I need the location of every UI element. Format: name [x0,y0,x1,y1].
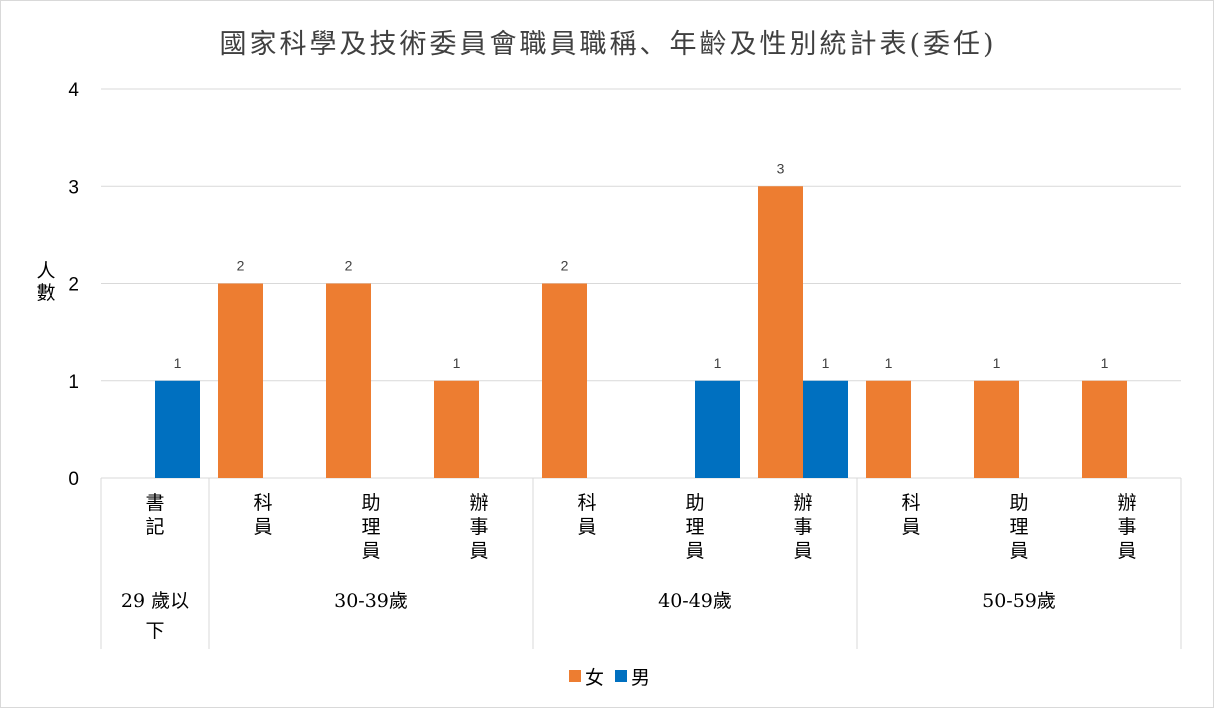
legend-swatch [615,670,627,682]
category-label: 助理員 [361,492,380,562]
category-label: 科員 [577,492,596,538]
category-label: 助理員 [685,492,704,562]
category-label: 科員 [253,492,272,538]
data-label: 1 [885,355,893,371]
data-label: 2 [345,258,353,274]
category-label: 助理員 [1009,492,1028,562]
category-label: 辦事員 [793,492,812,562]
group-label: 29 歲以下 [121,590,189,642]
data-label: 1 [822,355,830,371]
data-label: 2 [237,258,245,274]
group-label: 50-59歲 [982,590,1056,612]
category-label: 辦事員 [469,492,488,562]
bar-female [1082,380,1127,478]
legend-swatch [569,670,581,682]
bar-male [803,380,848,478]
y-tick-label: 4 [68,80,79,101]
category-label: 書記 [145,492,164,538]
group-label: 30-39歲 [334,590,408,612]
legend-label: 女 [585,667,604,689]
data-label: 1 [453,355,461,371]
bar-female [542,283,587,478]
data-label: 3 [777,160,785,176]
legend-label: 男 [631,667,650,689]
data-label: 2 [561,258,569,274]
bar-female [866,380,911,478]
y-tick-label: 3 [68,177,79,198]
y-tick-label: 1 [68,372,79,393]
bar-female [326,283,371,478]
y-tick-label: 0 [68,469,79,490]
category-label: 辦事員 [1117,492,1136,562]
bar-female [218,283,263,478]
y-axis-label: 人數 [36,260,55,304]
category-label: 科員 [901,492,920,538]
data-label: 1 [993,355,1001,371]
bar-female [434,380,479,478]
data-label: 1 [1101,355,1109,371]
group-label: 40-49歲 [658,590,732,612]
bar-male [695,380,740,478]
chart-title: 國家科學及技術委員會職員職稱、年齡及性別統計表(委任) [219,29,996,60]
bar-female [974,380,1019,478]
data-label: 1 [174,355,182,371]
y-tick-label: 2 [68,275,79,296]
data-label: 1 [714,355,722,371]
bar-male [155,380,200,478]
bar-female [758,186,803,478]
